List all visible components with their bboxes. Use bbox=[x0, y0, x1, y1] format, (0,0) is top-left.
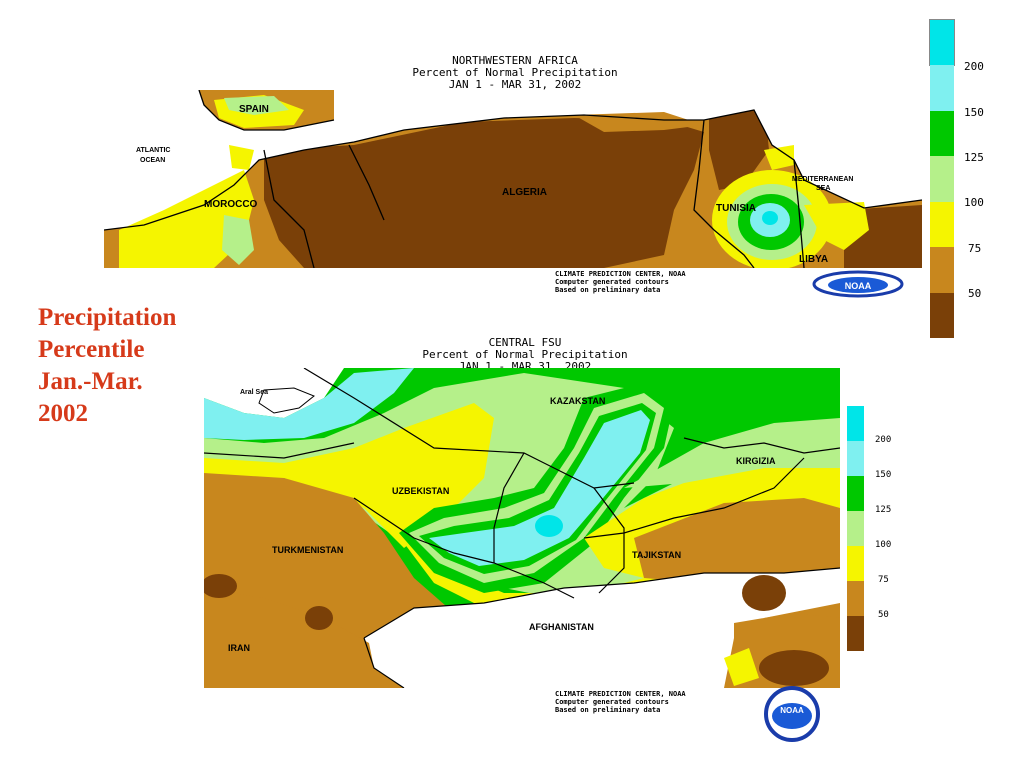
map1-label-mediterranean: MEDITERRANEAN bbox=[792, 176, 853, 183]
map2-label-kazakstan: KAZAKSTAN bbox=[550, 396, 605, 406]
map1-region-morocco-green bbox=[222, 215, 254, 265]
noaa-logo-icon-2: NOAA bbox=[764, 686, 820, 742]
legend1-tick-50: 50 bbox=[968, 287, 982, 300]
map1-title-line-3: JAN 1 - MAR 31, 2002 bbox=[448, 78, 582, 91]
map2-label-iran: IRAN bbox=[228, 643, 250, 653]
slide-title-line-4: 2002 bbox=[38, 400, 88, 427]
map2-label-uzbekistan: UZBEKISTAN bbox=[392, 486, 449, 496]
map2-spot-above-200 bbox=[535, 515, 563, 537]
map1-label-sea: SEA bbox=[816, 185, 830, 192]
slide-title-line-3: Jan.-Mar. bbox=[38, 368, 143, 395]
map2-region-kazak-cyan bbox=[429, 410, 650, 566]
map2-label-afghanistan: AFGHANISTAN bbox=[529, 622, 594, 632]
map1-region-libya-yellow bbox=[804, 202, 869, 250]
map1-country-borders bbox=[104, 90, 922, 268]
legend1-swatch-below-50 bbox=[930, 293, 954, 338]
map2-region-mid-yellow bbox=[354, 498, 674, 613]
map1-region-morocco-yellow-2 bbox=[229, 145, 254, 170]
legend2-tick-50: 50 bbox=[878, 610, 889, 620]
legend2-tick-200: 200 bbox=[875, 435, 892, 445]
slide-title-line-2: Percentile bbox=[38, 336, 145, 363]
map2-label-turkmenistan: TURKMENISTAN bbox=[272, 545, 343, 555]
map2-credit-line-2: Computer generated contours bbox=[555, 698, 669, 706]
legend2-swatch-50-75 bbox=[847, 581, 864, 616]
map2-title-line-2: Percent of Normal Precipitation bbox=[422, 348, 628, 361]
slide-title: Precipitation Percentile Jan.-Mar. 2002 bbox=[38, 302, 176, 430]
map1-credit: CLIMATE PREDICTION CENTER, NOAA Computer… bbox=[555, 270, 686, 294]
map1-credit-line-2: Computer generated contours bbox=[555, 278, 669, 286]
legend1-tick-200: 200 bbox=[964, 60, 984, 73]
slide-title-line-1: Precipitation bbox=[38, 304, 177, 331]
map2-credit-line-3: Based on preliminary data bbox=[555, 706, 661, 714]
legend1-swatch-75-100 bbox=[930, 202, 954, 247]
map2-spot-below-50-b bbox=[305, 606, 333, 630]
legend2-tick-75: 75 bbox=[878, 575, 889, 585]
map1-label-libya: LIBYA bbox=[799, 254, 828, 265]
map2-label-tajikstan: TAJIKSTAN bbox=[632, 550, 681, 560]
map2-title-line-1: CENTRAL FSU bbox=[488, 336, 562, 349]
map1-label-morocco: MOROCCO bbox=[204, 199, 258, 210]
legend2-tick-150: 150 bbox=[875, 470, 892, 480]
map2-label-kirgizia: KIRGIZIA bbox=[736, 456, 776, 466]
map1-credit-line-3: Based on preliminary data bbox=[555, 286, 661, 294]
legend2-swatch-below-50 bbox=[847, 616, 864, 651]
legend1-tick-125: 125 bbox=[964, 151, 984, 164]
legend1-tick-100: 100 bbox=[964, 196, 984, 209]
legend2-swatch-150-200 bbox=[847, 441, 864, 476]
map2-spot-below-50-e bbox=[759, 650, 829, 686]
legend1-swatch-125-150 bbox=[930, 111, 954, 156]
map2-region-se-yellow bbox=[724, 648, 759, 686]
legend2-swatch-above-200 bbox=[847, 406, 864, 441]
map2-region-afghan-white bbox=[364, 568, 840, 688]
map2-central-fsu: Aral Sea KAZAKSTAN KIRGIZIA UZBEKISTAN T… bbox=[204, 368, 840, 688]
map1-label-spain: SPAIN bbox=[239, 104, 269, 115]
legend1-swatch-150-200 bbox=[930, 65, 954, 111]
map1-credit-line-1: CLIMATE PREDICTION CENTER, NOAA bbox=[555, 270, 686, 278]
map2-label-aral-sea: Aral Sea bbox=[240, 389, 268, 396]
legend2-tick-100: 100 bbox=[875, 540, 892, 550]
map2-legend bbox=[847, 406, 864, 651]
map2-country-borders bbox=[204, 368, 840, 688]
map1-label-tunisia: TUNISIA bbox=[716, 203, 756, 214]
map1-title: NORTHWESTERN AFRICA Percent of Normal Pr… bbox=[330, 55, 700, 91]
legend1-swatch-above-200 bbox=[929, 19, 955, 66]
map1-label-atlantic: ATLANTIC bbox=[136, 147, 170, 154]
map1-label-ocean: OCEAN bbox=[140, 157, 165, 164]
map1-label-algeria: ALGERIA bbox=[502, 187, 547, 198]
noaa-logo-icon-1: NOAA bbox=[812, 270, 904, 298]
legend1-swatch-100-125 bbox=[930, 156, 954, 202]
map2-region-uzbek-yellow bbox=[204, 403, 494, 548]
legend2-swatch-100-125 bbox=[847, 511, 864, 546]
map1-region-below-50-algeria bbox=[264, 118, 704, 268]
legend2-tick-125: 125 bbox=[875, 505, 892, 515]
map2-spot-below-50-a bbox=[204, 574, 237, 598]
legend1-tick-150: 150 bbox=[964, 106, 984, 119]
map1-region-below-50-coast bbox=[709, 100, 769, 190]
map1-legend bbox=[929, 19, 955, 338]
noaa-logo-text-2: NOAA bbox=[780, 706, 804, 715]
legend2-swatch-75-100 bbox=[847, 546, 864, 581]
map2-credit-line-1: CLIMATE PREDICTION CENTER, NOAA bbox=[555, 690, 686, 698]
map1-title-line-1: NORTHWESTERN AFRICA bbox=[452, 54, 578, 67]
map1-region-spain-green bbox=[224, 96, 289, 115]
map2-aral-sea-outline bbox=[258, 387, 315, 414]
map1-region-ne-yellow bbox=[764, 145, 794, 170]
legend2-swatch-125-150 bbox=[847, 476, 864, 511]
map2-spot-below-50-c bbox=[742, 575, 786, 611]
map1-title-line-2: Percent of Normal Precipitation bbox=[412, 66, 618, 79]
map2-credit: CLIMATE PREDICTION CENTER, NOAA Computer… bbox=[555, 690, 686, 714]
map1-northwestern-africa: SPAIN ATLANTIC OCEAN MOROCCO ALGERIA TUN… bbox=[104, 90, 922, 268]
legend1-tick-75: 75 bbox=[968, 242, 982, 255]
map1-ring-above-200 bbox=[762, 211, 778, 225]
noaa-logo-text-1: NOAA bbox=[845, 281, 872, 291]
map2-region-iran-brown bbox=[204, 588, 404, 688]
map2-region-east-lightgreen bbox=[624, 418, 840, 488]
legend1-swatch-50-75 bbox=[930, 247, 954, 293]
map2-region-topleft-cyan bbox=[204, 368, 414, 440]
